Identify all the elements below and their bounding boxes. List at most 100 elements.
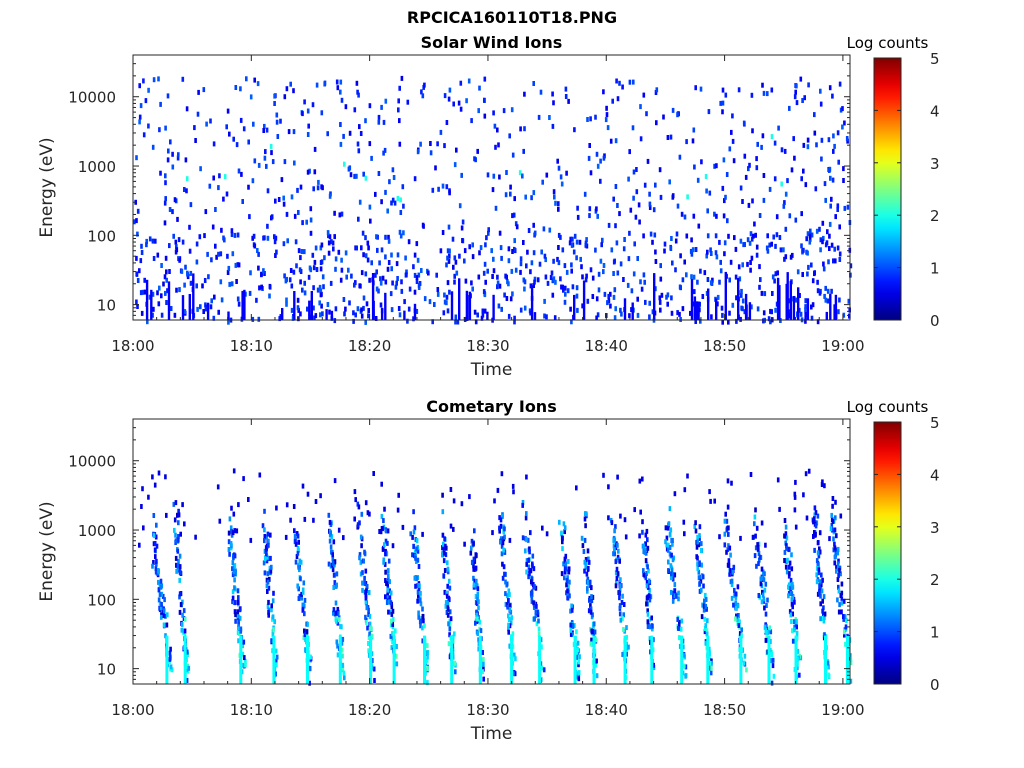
count-cell	[412, 543, 415, 549]
count-cell	[665, 294, 668, 300]
count-cell	[604, 117, 608, 123]
count-cell	[501, 575, 505, 581]
count-cell	[523, 286, 526, 292]
count-cell	[806, 271, 809, 277]
count-cell	[449, 487, 453, 492]
count-cell	[252, 121, 255, 127]
count-cell	[499, 245, 503, 251]
count-cell	[380, 104, 383, 110]
count-cell	[484, 242, 487, 248]
count-cell	[730, 595, 734, 601]
count-cell	[683, 487, 687, 493]
count-cell	[232, 136, 235, 142]
count-cell	[146, 319, 149, 325]
count-cell	[363, 589, 367, 595]
count-cell	[849, 263, 853, 269]
count-cell	[698, 533, 701, 539]
count-cell	[703, 616, 707, 622]
count-cell	[618, 211, 621, 217]
count-cell	[539, 89, 543, 95]
count-cell	[483, 76, 487, 82]
count-cell	[205, 121, 208, 127]
count-cell	[280, 177, 284, 183]
count-cell	[839, 571, 842, 577]
count-cell	[726, 562, 730, 568]
count-cell	[443, 589, 447, 595]
x-tick-label: 18:30	[466, 337, 509, 355]
count-cell	[334, 306, 338, 312]
colorbar-label: Log counts	[847, 34, 929, 52]
count-cell	[416, 149, 420, 155]
count-cell	[421, 531, 424, 537]
count-cell	[416, 557, 420, 563]
count-cell	[821, 577, 824, 583]
count-cell	[452, 101, 455, 107]
count-cell	[835, 564, 838, 570]
count-cell	[380, 526, 384, 531]
count-cell	[702, 603, 706, 609]
count-cell	[446, 248, 450, 254]
count-cell	[359, 131, 363, 136]
count-cell	[563, 569, 567, 575]
count-cell	[667, 568, 670, 574]
count-cell	[418, 619, 422, 625]
count-cell	[612, 196, 615, 202]
count-cell	[659, 194, 663, 200]
count-cell	[762, 310, 766, 316]
count-cell	[165, 622, 169, 628]
count-cell	[469, 550, 473, 556]
count-cell	[552, 100, 555, 106]
count-cell	[421, 614, 425, 619]
count-cell	[566, 588, 569, 594]
count-cell	[186, 668, 190, 674]
count-cell	[301, 587, 305, 593]
count-cell	[527, 564, 531, 570]
count-cell	[610, 247, 614, 253]
count-cell	[343, 311, 346, 317]
count-cell	[589, 626, 592, 632]
count-cell	[446, 600, 449, 605]
count-cell	[178, 287, 181, 293]
count-cell	[147, 123, 150, 129]
count-cell	[745, 667, 748, 673]
count-cell	[494, 205, 498, 211]
count-cell	[178, 577, 181, 583]
count-cell	[167, 148, 170, 154]
count-cell	[748, 162, 751, 168]
count-cell	[532, 566, 536, 572]
count-cell	[678, 619, 681, 625]
count-cell	[728, 545, 732, 551]
count-cell	[564, 86, 568, 92]
count-cell	[251, 235, 254, 241]
count-cell	[231, 566, 234, 572]
count-cell	[402, 230, 405, 236]
count-cell	[217, 251, 220, 257]
count-cell	[169, 664, 173, 670]
count-cell	[400, 288, 404, 294]
count-cell	[727, 319, 730, 325]
count-cell	[779, 247, 783, 253]
count-cell	[295, 263, 298, 269]
count-cell	[367, 245, 370, 251]
count-cell	[468, 494, 471, 500]
count-cell	[761, 133, 765, 139]
count-cell	[475, 612, 478, 618]
count-cell	[173, 527, 176, 533]
count-cell	[800, 176, 803, 182]
count-cell	[232, 511, 236, 517]
count-cell	[690, 279, 694, 320]
count-cell	[692, 274, 696, 280]
count-cell	[668, 179, 671, 185]
y-tick-label: 1000	[78, 522, 116, 540]
count-cell	[384, 578, 387, 583]
count-cell	[340, 647, 344, 653]
count-cell	[573, 623, 576, 628]
count-cell	[696, 561, 699, 567]
count-cell	[296, 297, 300, 303]
count-cell	[670, 538, 673, 543]
count-cell	[793, 155, 796, 161]
count-cell	[525, 569, 528, 575]
count-cell	[804, 307, 807, 313]
count-cell	[312, 305, 315, 311]
count-cell	[673, 572, 677, 578]
